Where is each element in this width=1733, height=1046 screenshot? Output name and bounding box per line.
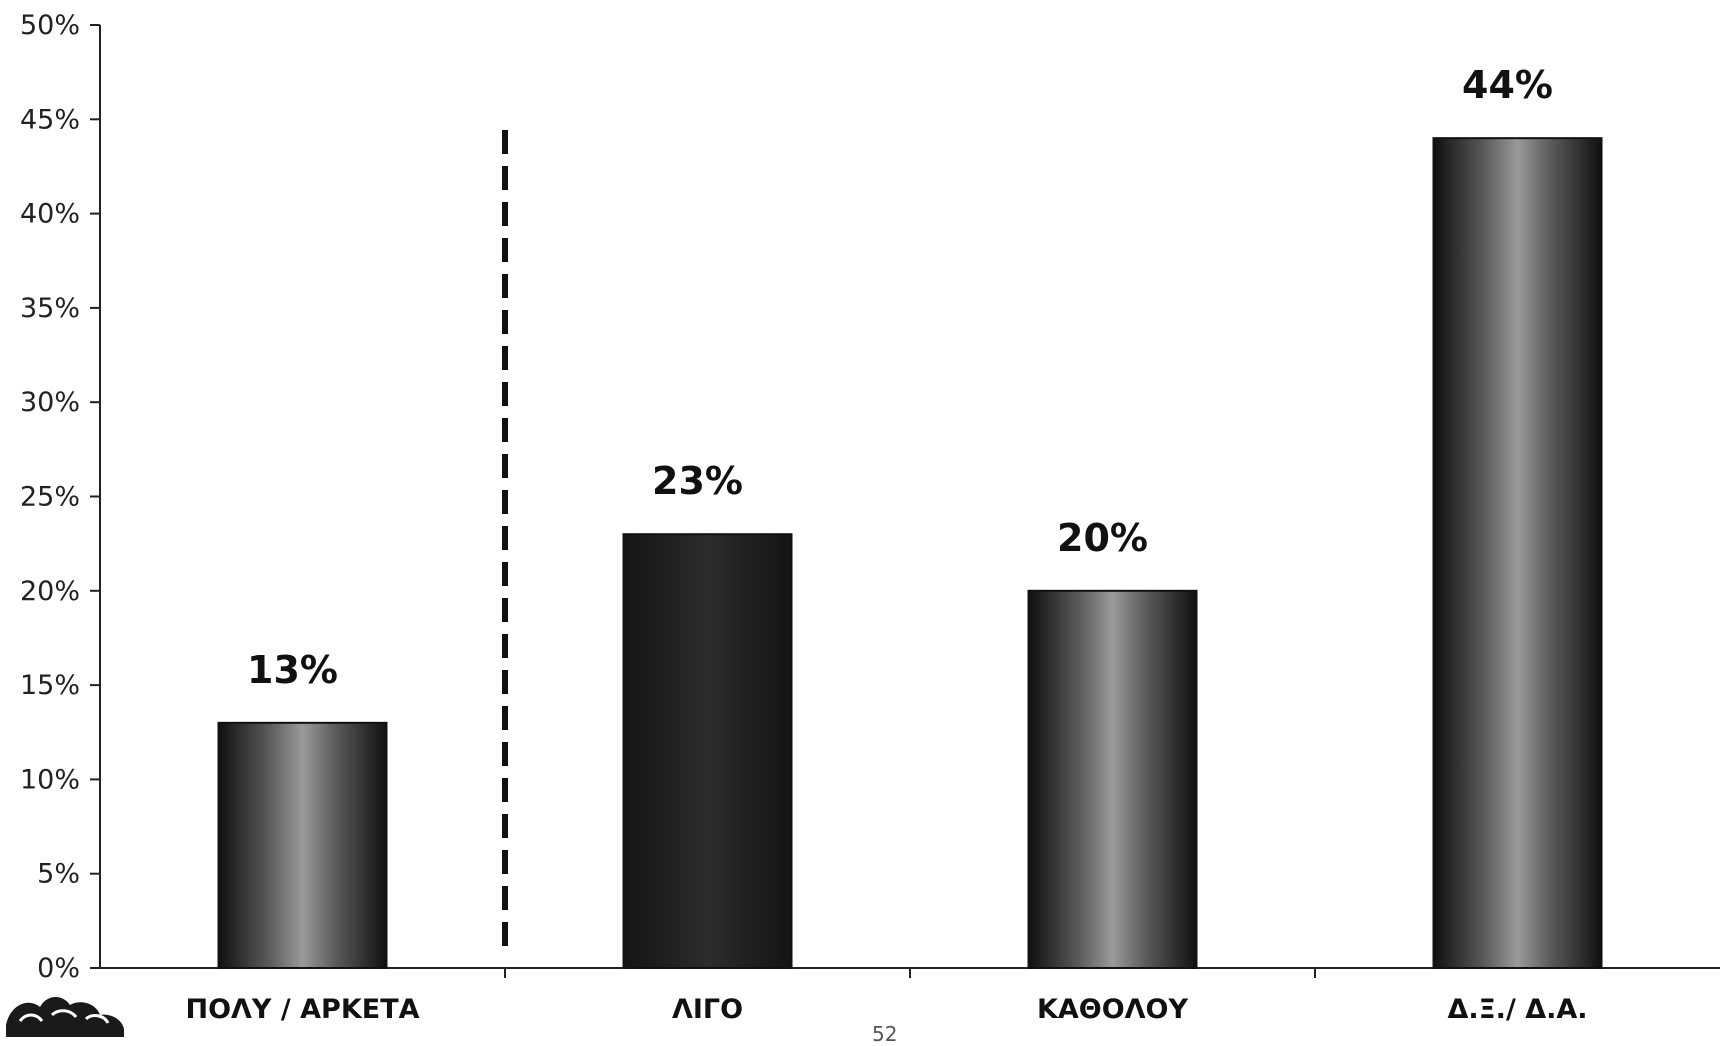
page-number: 52 <box>872 1022 898 1046</box>
y-tick-label: 30% <box>20 387 80 418</box>
bar <box>1027 589 1198 969</box>
y-tick-label: 20% <box>20 576 80 607</box>
logo-emblem-icon <box>6 996 124 1037</box>
bars <box>217 137 1603 970</box>
bar <box>217 721 388 969</box>
x-category-label: Δ.Ξ./ Δ.Α. <box>1447 994 1587 1025</box>
x-category-label: ΚΑΘΟΛΟΥ <box>1037 994 1189 1025</box>
axes: 0% 5% 10% 15% 20% 25% 30% 35% 40% 45% 50% <box>20 10 1720 984</box>
y-tick-label: 45% <box>20 104 80 135</box>
bar <box>1432 137 1603 970</box>
data-label: 23% <box>652 459 743 503</box>
y-tick-label: 35% <box>20 293 80 324</box>
data-label: 13% <box>247 648 338 692</box>
bar <box>622 533 793 969</box>
data-label: 20% <box>1057 516 1148 560</box>
y-tick-label: 5% <box>37 859 80 890</box>
y-tick-label: 10% <box>20 764 80 795</box>
y-tick-label: 0% <box>37 953 80 984</box>
x-category-label: ΠΟΛΥ / ΑΡΚΕΤΑ <box>185 994 419 1025</box>
y-tick-label: 50% <box>20 10 80 41</box>
y-tick-label: 40% <box>20 199 80 230</box>
data-label: 44% <box>1462 63 1553 107</box>
labels: 13% ΠΟΛΥ / ΑΡΚΕΤΑ 23% ΛΙΓΟ 20% ΚΑΘΟΛΟΥ 44% Δ.Ξ.… <box>185 63 1587 1025</box>
x-category-label: ΛΙΓΟ <box>672 994 743 1025</box>
y-tick-label: 15% <box>20 670 80 701</box>
y-tick-label: 25% <box>20 482 80 513</box>
